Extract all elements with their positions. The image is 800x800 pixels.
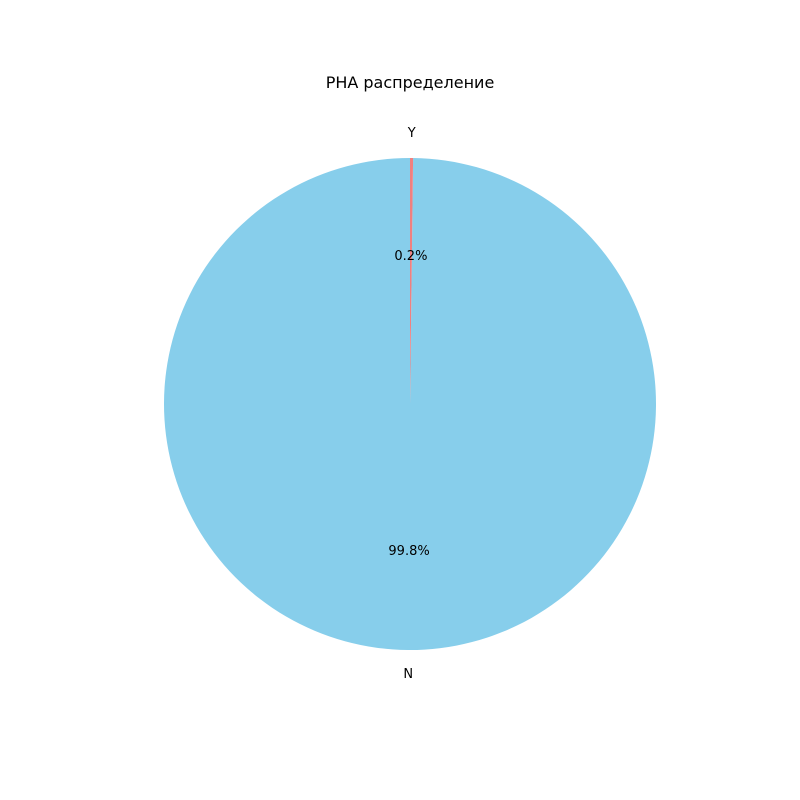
- pie-slices: [163, 158, 656, 650]
- pie-slice-y: [410, 158, 414, 404]
- slice-percent-n: 99.8%: [388, 544, 429, 559]
- slice-label-n: N: [403, 667, 413, 682]
- chart-title: PHA распределение: [326, 73, 495, 92]
- slice-percent-y: 0.2%: [394, 249, 427, 264]
- slice-label-y: Y: [407, 126, 416, 141]
- pie-slice-n: [163, 158, 656, 650]
- pie-labels: N 99.8% Y 0.2%: [388, 126, 429, 682]
